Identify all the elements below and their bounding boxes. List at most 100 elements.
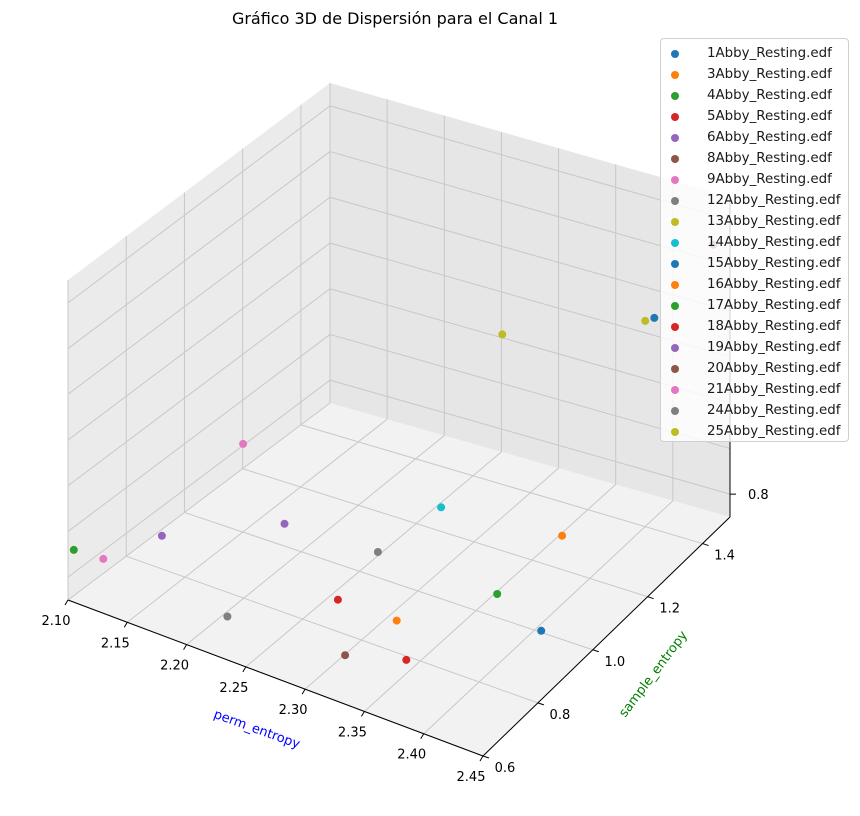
legend-item: 1Abby_Resting.edf	[671, 43, 842, 64]
legend-marker-icon	[671, 91, 679, 100]
legend-item: 6Abby_Resting.edf	[671, 127, 842, 148]
data-point	[333, 595, 342, 604]
legend-label: 5Abby_Resting.edf	[707, 109, 832, 124]
legend-label: 12Abby_Resting.edf	[707, 193, 841, 208]
x-tick-mark	[183, 644, 188, 650]
y-tick-label: 1.4	[714, 549, 735, 564]
data-point	[392, 616, 401, 625]
axis-ticks: 2.10 2.15 2.20 2.25 2.30 2.35 2.40 2.45 0.6 0.8 1.…	[42, 488, 769, 785]
legend-marker-icon	[671, 112, 679, 121]
legend-marker-icon	[671, 133, 679, 142]
grid-line	[126, 418, 388, 623]
x-tick-label: 2.30	[279, 703, 308, 718]
x-tick-mark	[479, 755, 484, 762]
y-tick-mark	[482, 755, 490, 759]
data-point	[437, 503, 446, 512]
grid-line	[67, 105, 331, 304]
x-tick-label: 2.25	[219, 681, 248, 696]
x-tick-mark	[64, 599, 69, 606]
legend-marker-icon	[671, 217, 679, 226]
legend-label: 21Abby_Resting.edf	[707, 382, 841, 397]
legend-item: 14Abby_Resting.edf	[671, 232, 842, 253]
z-tick-label: 0.8	[748, 488, 769, 503]
legend-label: 17Abby_Resting.edf	[707, 298, 841, 313]
y-tick-label: 0.8	[550, 708, 571, 723]
legend-marker-icon	[671, 70, 679, 79]
legend-label: 24Abby_Resting.edf	[707, 403, 841, 418]
legend-marker-icon	[671, 259, 679, 268]
data-point	[537, 626, 546, 635]
legend-item: 15Abby_Resting.edf	[671, 253, 842, 274]
legend-marker-icon	[671, 280, 679, 289]
legend-marker-icon	[671, 427, 679, 436]
data-point	[558, 531, 567, 540]
data-point	[99, 554, 108, 563]
legend-label: 3Abby_Resting.edf	[707, 67, 832, 82]
axes-panes	[68, 83, 730, 756]
legend-marker-icon	[671, 406, 679, 415]
x-tick-label: 2.45	[457, 770, 486, 785]
x-tick-mark	[420, 733, 425, 739]
legend-item: 4Abby_Resting.edf	[671, 85, 842, 106]
legend-item: 20Abby_Resting.edf	[671, 358, 842, 379]
legend-label: 20Abby_Resting.edf	[707, 361, 841, 376]
grid-line	[245, 451, 502, 668]
legend-item: 3Abby_Resting.edf	[671, 64, 842, 85]
grid-line	[423, 500, 674, 735]
x-tick-mark	[242, 666, 247, 673]
y-tick-mark	[647, 596, 654, 600]
data-point	[157, 531, 166, 540]
grid-line	[242, 468, 648, 598]
legend-item: 24Abby_Resting.edf	[671, 400, 842, 421]
y-tick-label: 1.2	[659, 602, 680, 617]
legend-item: 19Abby_Resting.edf	[671, 337, 842, 358]
legend-label: 9Abby_Resting.edf	[707, 172, 832, 187]
legend-marker-icon	[671, 196, 679, 205]
legend-item: 8Abby_Resting.edf	[671, 148, 842, 169]
data-point	[239, 439, 248, 448]
x-tick-label: 2.15	[101, 636, 130, 651]
legend-item: 9Abby_Resting.edf	[671, 169, 842, 190]
grid-line	[126, 555, 539, 704]
grid-line	[67, 196, 331, 395]
grid-line	[184, 511, 593, 651]
grid-line	[67, 242, 331, 441]
legend-item: 25Abby_Resting.edf	[671, 421, 842, 442]
legend-label: 1Abby_Resting.edf	[707, 46, 832, 61]
x-tick-label: 2.10	[42, 614, 71, 629]
legend-marker-icon	[671, 385, 679, 394]
grid-line	[67, 151, 331, 349]
legend-marker-icon	[671, 322, 679, 331]
legend-item: 21Abby_Resting.edf	[671, 379, 842, 400]
data-point	[373, 548, 382, 556]
legend-item: 16Abby_Resting.edf	[671, 274, 842, 295]
data-point	[402, 655, 411, 664]
x-axis-line	[67, 599, 484, 757]
grid-line	[67, 402, 331, 601]
x-tick-label: 2.20	[160, 659, 189, 674]
legend-label: 4Abby_Resting.edf	[707, 88, 832, 103]
y-tick-mark	[592, 649, 599, 653]
legend-label: 16Abby_Resting.edf	[707, 277, 841, 292]
data-point	[498, 330, 507, 339]
floor-pane	[68, 403, 730, 756]
legend-item: 13Abby_Resting.edf	[671, 211, 842, 232]
grid-line	[67, 379, 331, 578]
legend-label: 25Abby_Resting.edf	[707, 424, 841, 439]
legend-marker-icon	[671, 49, 679, 58]
data-point	[223, 612, 232, 621]
data-point	[341, 651, 350, 660]
legend-item: 18Abby_Resting.edf	[671, 316, 842, 337]
legend-marker-icon	[671, 238, 679, 247]
legend-item: 17Abby_Resting.edf	[671, 295, 842, 316]
y-tick-label: 0.6	[495, 761, 516, 776]
x-tick-mark	[123, 622, 128, 628]
grid-line	[364, 484, 617, 712]
y-tick-mark	[537, 702, 545, 706]
legend-marker-icon	[671, 301, 679, 310]
legend-label: 19Abby_Resting.edf	[707, 340, 841, 355]
chart-title: Gráfico 3D de Dispersión para el Canal 1	[231, 9, 559, 28]
x-tick-label: 2.35	[338, 725, 367, 740]
